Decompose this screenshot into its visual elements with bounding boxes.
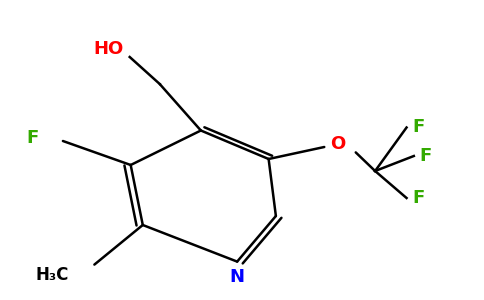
Text: N: N: [230, 268, 244, 286]
Text: F: F: [412, 118, 425, 136]
Text: HO: HO: [94, 40, 124, 58]
Text: F: F: [412, 189, 425, 207]
Text: H₃C: H₃C: [36, 266, 69, 284]
Text: F: F: [27, 129, 39, 147]
Text: O: O: [330, 135, 346, 153]
Text: F: F: [420, 147, 432, 165]
